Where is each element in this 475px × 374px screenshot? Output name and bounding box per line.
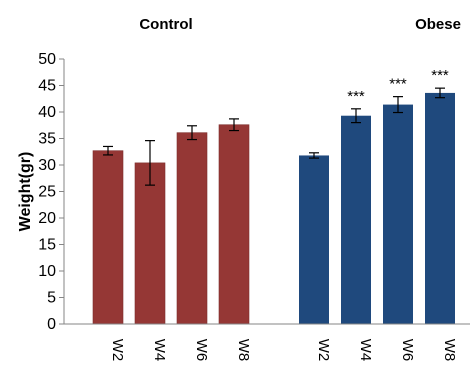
- significance-marker: ***: [347, 88, 365, 105]
- y-tick-label: 35: [38, 131, 56, 148]
- y-tick-label: 0: [47, 316, 56, 333]
- x-tick-label: W6: [399, 339, 416, 362]
- y-tick-label: 15: [38, 237, 56, 254]
- y-tick-label: 50: [38, 51, 56, 68]
- bar: [299, 155, 329, 324]
- y-tick-label: 20: [38, 210, 56, 227]
- y-tick-label: 25: [38, 184, 56, 201]
- group-title: Obese: [415, 16, 461, 33]
- bars: [92, 87, 455, 325]
- bar: [134, 162, 166, 325]
- bar: [92, 150, 124, 325]
- significance-marker: ***: [431, 67, 449, 84]
- significance-markers: *** *** ***: [347, 67, 449, 105]
- y-tick-label: 10: [38, 263, 56, 280]
- x-tick-label: W8: [441, 339, 458, 362]
- bar: [425, 92, 455, 324]
- x-tick-label: W2: [315, 339, 332, 362]
- group-title: Control: [139, 16, 192, 33]
- x-tick-label: W4: [357, 339, 374, 362]
- y-axis: 0 5 10 15 20 25 30 35 40 45 50: [38, 51, 65, 333]
- bar: [218, 124, 250, 325]
- bar: [383, 104, 413, 324]
- group-titles: Control Obese: [139, 16, 461, 33]
- bar: [341, 115, 371, 325]
- x-tick-label: W4: [151, 339, 168, 362]
- bar: [176, 132, 208, 325]
- y-tick-label: 30: [38, 157, 56, 174]
- y-tick-label: 5: [47, 290, 56, 307]
- y-axis-label: Weight(gr): [17, 152, 34, 232]
- x-tick-label: W2: [109, 339, 126, 362]
- x-tick-label: W8: [235, 339, 252, 362]
- y-tick-label: 45: [38, 78, 56, 95]
- x-tick-label: W6: [193, 339, 210, 362]
- y-tick-label: 40: [38, 104, 56, 121]
- x-axis: W2 W4 W6 W8 W2 W4 W6 W8: [64, 323, 470, 362]
- significance-marker: ***: [389, 76, 407, 93]
